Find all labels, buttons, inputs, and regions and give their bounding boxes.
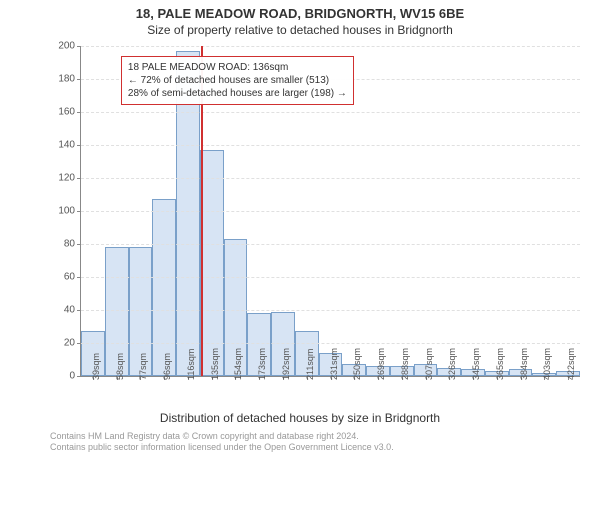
x-tick-label: 116sqm <box>186 349 196 380</box>
x-tick-label: 403sqm <box>542 348 552 380</box>
chart-title-main: 18, PALE MEADOW ROAD, BRIDGNORTH, WV15 6… <box>0 6 600 21</box>
chart-title-sub: Size of property relative to detached ho… <box>0 23 600 37</box>
x-tick-label: 422sqm <box>566 348 576 380</box>
y-tick-label: 160 <box>58 107 75 118</box>
x-tick-label: 384sqm <box>519 348 529 380</box>
y-tick-mark <box>77 244 81 245</box>
footer-line-1: Contains HM Land Registry data © Crown c… <box>50 431 580 442</box>
x-tick-label: 154sqm <box>233 348 243 380</box>
y-tick-mark <box>77 211 81 212</box>
y-tick-mark <box>77 277 81 278</box>
annotation-line: ← 72% of detached houses are smaller (51… <box>128 74 347 87</box>
x-tick-label: 77sqm <box>138 353 148 380</box>
x-tick-label: 250sqm <box>352 348 362 380</box>
x-tick-label: 345sqm <box>471 348 481 380</box>
x-tick-label: 96sqm <box>162 353 172 380</box>
gridline <box>81 343 580 344</box>
y-tick-label: 200 <box>58 41 75 52</box>
y-tick-label: 180 <box>58 74 75 85</box>
y-tick-mark <box>77 178 81 179</box>
y-tick-mark <box>77 112 81 113</box>
y-tick-label: 20 <box>64 338 75 349</box>
x-tick-label: 326sqm <box>447 348 457 380</box>
chart-container: Number of detached properties 0204060801… <box>50 41 580 411</box>
gridline <box>81 145 580 146</box>
gridline <box>81 112 580 113</box>
x-tick-label: 231sqm <box>329 348 339 380</box>
x-tick-label: 173sqm <box>257 348 267 380</box>
x-tick-label: 135sqm <box>210 348 220 380</box>
x-tick-label: 211sqm <box>305 349 315 380</box>
x-tick-label: 288sqm <box>400 348 410 380</box>
y-tick-label: 0 <box>69 371 75 382</box>
y-tick-mark <box>77 79 81 80</box>
y-tick-label: 140 <box>58 140 75 151</box>
y-tick-label: 120 <box>58 173 75 184</box>
annotation-box: 18 PALE MEADOW ROAD: 136sqm← 72% of deta… <box>121 56 354 105</box>
plot-area: 02040608010012014016018020039sqm58sqm77s… <box>80 46 580 377</box>
bar <box>152 199 176 376</box>
x-tick-label: 365sqm <box>495 348 505 380</box>
y-tick-label: 100 <box>58 206 75 217</box>
x-tick-label: 192sqm <box>281 348 291 380</box>
y-tick-mark <box>77 145 81 146</box>
footer-line-2: Contains public sector information licen… <box>50 442 580 453</box>
x-tick-label: 269sqm <box>376 348 386 380</box>
y-tick-label: 40 <box>64 305 75 316</box>
y-tick-mark <box>77 46 81 47</box>
x-axis-label: Distribution of detached houses by size … <box>0 411 600 425</box>
x-tick-label: 307sqm <box>424 348 434 380</box>
gridline <box>81 178 580 179</box>
gridline <box>81 277 580 278</box>
footer-attribution: Contains HM Land Registry data © Crown c… <box>50 431 580 453</box>
y-tick-mark <box>77 376 81 377</box>
y-tick-label: 60 <box>64 272 75 283</box>
gridline <box>81 310 580 311</box>
gridline <box>81 244 580 245</box>
gridline <box>81 211 580 212</box>
annotation-line: 18 PALE MEADOW ROAD: 136sqm <box>128 61 347 74</box>
y-tick-label: 80 <box>64 239 75 250</box>
y-tick-mark <box>77 343 81 344</box>
gridline <box>81 46 580 47</box>
x-tick-label: 39sqm <box>91 353 101 380</box>
y-tick-mark <box>77 310 81 311</box>
x-tick-label: 58sqm <box>115 353 125 380</box>
annotation-line: 28% of semi-detached houses are larger (… <box>128 87 347 100</box>
